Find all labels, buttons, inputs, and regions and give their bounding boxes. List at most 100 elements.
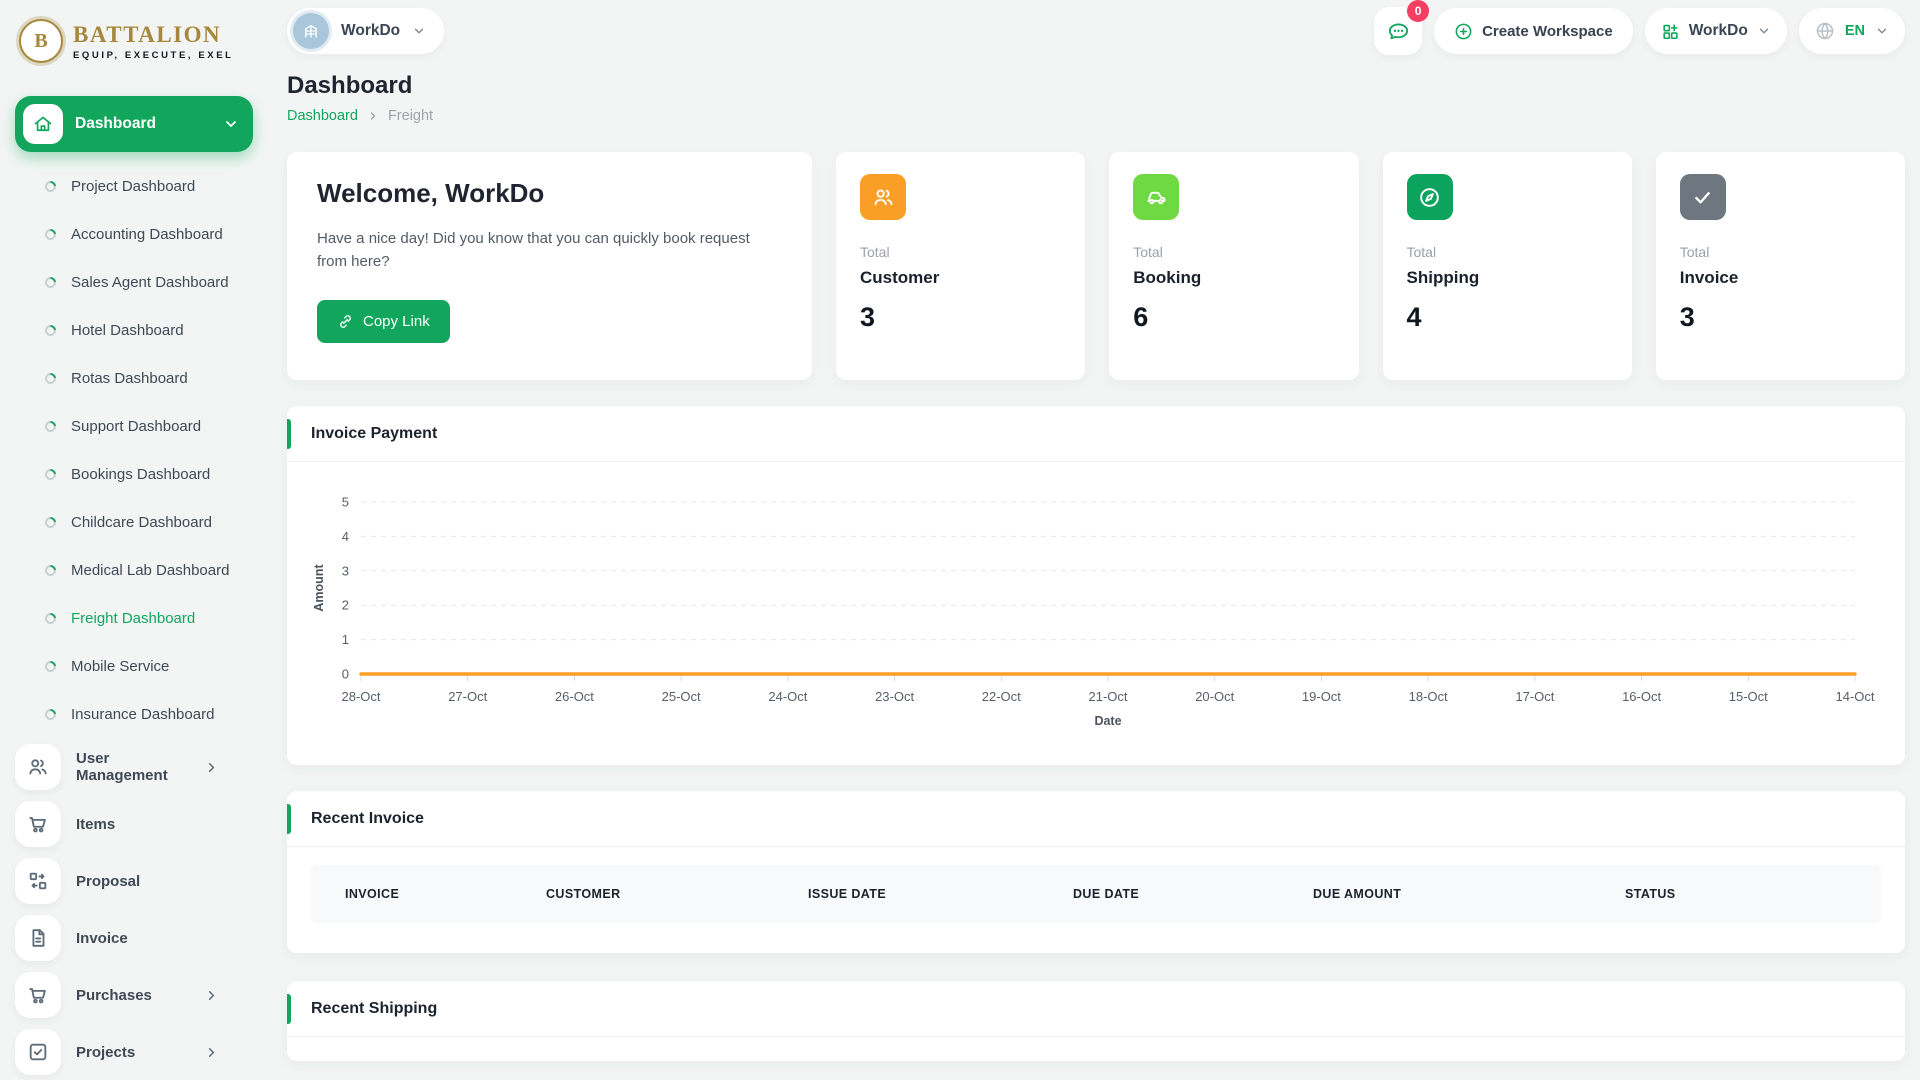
users-icon (860, 174, 906, 220)
sidebar-item-label: Sales Agent Dashboard (71, 273, 229, 291)
sidebar-item-hotel-dashboard[interactable]: Hotel Dashboard (15, 306, 253, 354)
sidebar-item-label: Proposal (76, 872, 141, 890)
sidebar-item-invoice[interactable]: Invoice (15, 915, 253, 961)
stat-label: Shipping (1406, 268, 1480, 287)
recent-invoice-table-header: INVOICE CUSTOMER ISSUE DATE DUE DATE DUE AMO… (311, 865, 1881, 923)
compass-icon (1406, 174, 1453, 220)
column-header-due-amount: DUE AMOUNT (1313, 887, 1402, 901)
svg-text:21-Oct: 21-Oct (1088, 689, 1127, 704)
sidebar-item-projects[interactable]: Projects (15, 1029, 253, 1075)
sidebar-item-project-dashboard[interactable]: Project Dashboard (15, 162, 253, 210)
sidebar-menu-list: User Management Items Proposal Invoice Purch… (15, 744, 253, 1080)
chevron-right-icon (204, 760, 219, 775)
bullet-ring-icon (42, 706, 59, 722)
svg-text:Amount: Amount (312, 564, 326, 612)
sidebar-item-label: Invoice (76, 929, 128, 947)
home-icon (23, 104, 63, 144)
sidebar-item-medical-lab-dashboard[interactable]: Medical Lab Dashboard (15, 546, 253, 594)
svg-text:20-Oct: 20-Oct (1195, 689, 1234, 704)
chevron-down-icon (414, 28, 424, 34)
stat-card-invoice: Total Invoice 3 (1655, 152, 1905, 380)
sidebar-item-label: Freight Dashboard (71, 609, 196, 627)
recent-shipping-title: Recent Shipping (311, 999, 438, 1017)
proposal-icon (15, 858, 61, 904)
language-selector[interactable]: EN (1798, 8, 1905, 54)
sidebar-item-dashboard[interactable]: Dashboard (15, 96, 253, 152)
messages-badge: 0 (1407, 0, 1430, 22)
welcome-card: Welcome, WorkDo Have a nice day! Did you… (287, 152, 812, 380)
globe-icon (1816, 22, 1834, 40)
stat-prefix: Total (1406, 244, 1437, 260)
sidebar-item-label: Project Dashboard (71, 177, 196, 195)
bullet-ring-icon (42, 562, 59, 578)
sidebar-item-user-management[interactable]: User Management (15, 744, 253, 790)
copy-link-button[interactable]: Copy Link (317, 299, 450, 343)
sidebar-item-label: Medical Lab Dashboard (71, 561, 230, 579)
sidebar-item-accounting-dashboard[interactable]: Accounting Dashboard (15, 210, 253, 258)
sidebar-item-bookings-dashboard[interactable]: Bookings Dashboard (15, 450, 253, 498)
brand-text: BATTALION EQUIP, EXECUTE, EXEL (73, 22, 234, 61)
copy-link-label: Copy Link (363, 312, 430, 330)
sidebar-item-sales-agent-dashboard[interactable]: Sales Agent Dashboard (15, 258, 253, 306)
svg-text:1: 1 (342, 632, 349, 647)
sidebar: B BATTALION EQUIP, EXECUTE, EXEL Dashboa… (0, 0, 265, 1080)
invoice-payment-header: Invoice Payment (287, 406, 1905, 462)
chevron-down-icon (1877, 28, 1887, 34)
stat-label: Customer (860, 268, 940, 287)
svg-text:17-Oct: 17-Oct (1515, 689, 1554, 704)
svg-text:25-Oct: 25-Oct (662, 689, 701, 704)
invoice-payment-chart: 0 1 2 3 4 5 28-Oct 27-Oct 26-Oct 25-Oct 24-Oct 23-O… (312, 495, 1875, 729)
sidebar-item-label: User Management (76, 750, 168, 784)
users-icon (15, 744, 61, 790)
breadcrumb-current: Freight (387, 108, 434, 124)
bullet-ring-icon (42, 658, 59, 674)
sidebar-item-insurance-dashboard[interactable]: Insurance Dashboard (15, 690, 253, 738)
bullet-ring-icon (42, 226, 59, 242)
sidebar-item-rotas-dashboard[interactable]: Rotas Dashboard (15, 354, 253, 402)
cart-icon (15, 801, 61, 847)
svg-text:19-Oct: 19-Oct (1302, 689, 1341, 704)
topbar: WorkDo 0 Create Workspace WorkDo (287, 0, 1905, 62)
brand-name: BATTALION (73, 21, 222, 47)
column-header-invoice: INVOICE (345, 887, 400, 901)
svg-text:23-Oct: 23-Oct (875, 689, 914, 704)
stat-prefix: Total (1679, 244, 1710, 260)
sidebar-item-mobile-service[interactable]: Mobile Service (15, 642, 253, 690)
sidebar-item-items[interactable]: Items (15, 801, 253, 847)
workspace-switcher[interactable]: WorkDo (287, 8, 445, 54)
bullet-ring-icon (42, 418, 59, 434)
check-square-icon (15, 1029, 61, 1075)
bullet-ring-icon (42, 178, 59, 194)
breadcrumb: Dashboard Freight (287, 108, 1905, 124)
sidebar-item-support-dashboard[interactable]: Support Dashboard (15, 402, 253, 450)
svg-text:5: 5 (342, 495, 349, 510)
create-workspace-button[interactable]: Create Workspace (1434, 8, 1633, 54)
file-icon (15, 915, 61, 961)
bullet-ring-icon (42, 610, 59, 626)
breadcrumb-link-dashboard[interactable]: Dashboard (287, 108, 358, 124)
workspace-menu-button[interactable]: WorkDo (1644, 8, 1787, 54)
topbar-right: 0 Create Workspace WorkDo EN (1374, 0, 1905, 55)
sidebar-item-label: Insurance Dashboard (71, 705, 215, 723)
bullet-ring-icon (42, 514, 59, 530)
svg-text:22-Oct: 22-Oct (982, 689, 1021, 704)
stat-value: 3 (860, 302, 876, 332)
welcome-message: Have a nice day! Did you know that you c… (317, 230, 750, 271)
main-content: WorkDo 0 Create Workspace WorkDo (265, 0, 1920, 1080)
sidebar-item-purchases[interactable]: Purchases (15, 972, 253, 1018)
svg-text:16-Oct: 16-Oct (1622, 689, 1661, 704)
sidebar-item-childcare-dashboard[interactable]: Childcare Dashboard (15, 498, 253, 546)
stat-label: Booking (1133, 268, 1202, 287)
plus-circle-icon (1455, 23, 1472, 39)
bullet-ring-icon (42, 322, 59, 338)
brand-logo[interactable]: B BATTALION EQUIP, EXECUTE, EXEL (15, 12, 253, 70)
grid-plus-icon (1663, 23, 1678, 39)
brand-tagline: EQUIP, EXECUTE, EXEL (73, 49, 234, 61)
svg-text:27-Oct: 27-Oct (448, 689, 487, 704)
sidebar-item-proposal[interactable]: Proposal (15, 858, 253, 904)
messages-button[interactable]: 0 (1374, 0, 1430, 55)
sidebar-item-freight-dashboard[interactable]: Freight Dashboard (15, 594, 253, 642)
sidebar-item-label: Support Dashboard (71, 417, 202, 435)
sidebar-item-label: Rotas Dashboard (71, 369, 188, 387)
